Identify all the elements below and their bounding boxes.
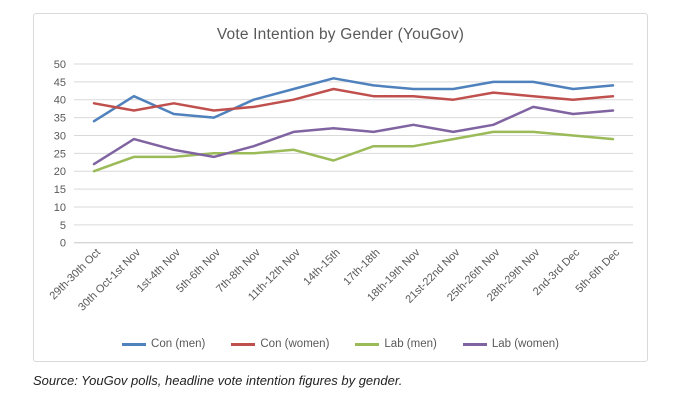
y-tick-label: 30 <box>54 130 66 142</box>
series-line-con-women <box>92 87 615 112</box>
y-tick-label: 15 <box>54 184 66 196</box>
legend-label: Lab (women) <box>491 338 559 350</box>
series-line-lab-women <box>92 105 615 166</box>
y-tick-label: 40 <box>54 95 66 107</box>
legend-item: Lab (women) <box>462 338 559 350</box>
y-tick-label: 5 <box>60 220 66 232</box>
chart-title: Vote Intention by Gender (YouGov) <box>216 26 465 43</box>
legend-swatch-icon <box>122 342 147 346</box>
y-tick-label: 20 <box>54 166 66 178</box>
legend-swatch-icon <box>462 342 487 346</box>
legend-item: Con (men) <box>122 338 205 350</box>
legend-item: Lab (men) <box>355 338 437 350</box>
series-line-con-men <box>92 77 615 123</box>
source-note: Source: YouGov polls, headline vote inte… <box>33 373 403 388</box>
y-tick-label: 45 <box>54 77 66 89</box>
legend-label: Con (men) <box>151 338 206 350</box>
y-tick-label: 10 <box>54 202 66 214</box>
legend-label: Con (women) <box>260 338 330 350</box>
y-axis-labels: 0 5 10 15 20 25 30 35 40 45 50 <box>54 59 66 250</box>
y-tick-label: 50 <box>54 59 66 71</box>
chart-frame: Vote Intention by Gender (YouGov) Con (m… <box>33 13 648 362</box>
legend: Con (men) Con (women) Lab (men) Lab (women) <box>34 338 647 350</box>
y-tick-label: 35 <box>54 113 66 125</box>
y-tick-label: 25 <box>54 148 66 160</box>
x-tick-label: 14th-15th <box>301 247 342 288</box>
x-tick-label: 5th-6th Dec <box>573 246 622 295</box>
legend-label: Lab (men) <box>384 338 437 350</box>
series-lines <box>92 77 615 173</box>
x-tick-label: 17th-18th <box>341 247 382 288</box>
legend-swatch-icon <box>355 342 380 346</box>
series-line-lab-men <box>92 130 615 173</box>
legend-swatch-icon <box>231 342 256 346</box>
y-tick-label: 0 <box>60 238 66 250</box>
gridlines <box>74 63 633 244</box>
legend-item: Con (women) <box>231 338 329 350</box>
